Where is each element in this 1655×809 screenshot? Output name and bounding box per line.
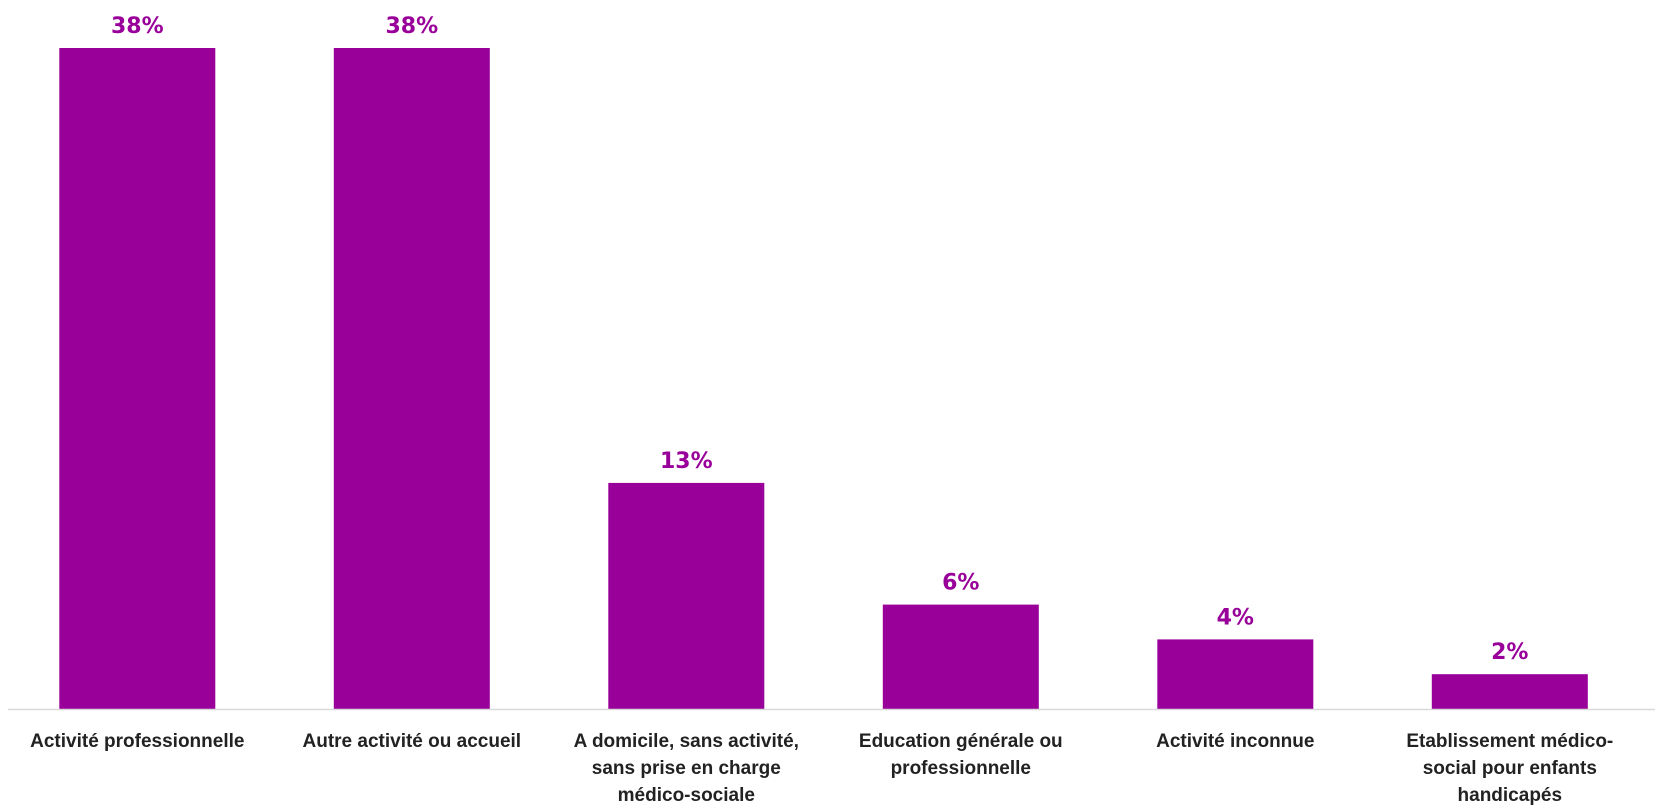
bar-value-label: 38%	[111, 14, 164, 39]
bar	[882, 604, 1039, 709]
category-label-line: Education générale ou	[859, 731, 1063, 752]
category-label-line: médico-sociale	[618, 785, 755, 806]
bar-value-label: 2%	[1491, 640, 1528, 665]
category-label-line: social pour enfants	[1423, 758, 1597, 779]
bar	[1431, 674, 1588, 709]
bar-value-label: 4%	[1217, 605, 1254, 630]
category-label-line: sans prise en charge	[592, 758, 781, 779]
bar	[59, 48, 216, 709]
bar-value-label: 6%	[942, 571, 979, 596]
category-label: Autre activité ou accueil	[303, 731, 522, 752]
bar	[1157, 639, 1314, 709]
bar	[608, 482, 765, 709]
category-label-line: Activité inconnue	[1156, 731, 1314, 752]
category-label-line: Etablissement médico-	[1406, 731, 1613, 752]
category-label: Etablissement médico-social pour enfants…	[1406, 731, 1613, 806]
category-label-line: handicapés	[1458, 785, 1563, 806]
category-labels-group: Activité professionnelle Autre activité o…	[30, 731, 1613, 806]
value-labels-group: 38% 38% 13% 6% 4% 2%	[111, 14, 1529, 665]
bars-group	[59, 48, 1588, 709]
category-label: Education générale ou professionnelle	[859, 731, 1063, 779]
bar-value-label: 13%	[660, 449, 713, 474]
bar	[333, 48, 490, 709]
category-label: Activité inconnue	[1156, 731, 1314, 752]
bar-value-label: 38%	[385, 14, 438, 39]
category-label: Activité professionnelle	[30, 731, 244, 752]
category-label-line: Activité professionnelle	[30, 731, 244, 752]
category-label-line: A domicile, sans activité,	[574, 731, 799, 752]
category-label-line: professionnelle	[891, 758, 1031, 779]
category-label: A domicile, sans activité, sans prise en …	[574, 731, 799, 806]
category-label-line: Autre activité ou accueil	[303, 731, 522, 752]
